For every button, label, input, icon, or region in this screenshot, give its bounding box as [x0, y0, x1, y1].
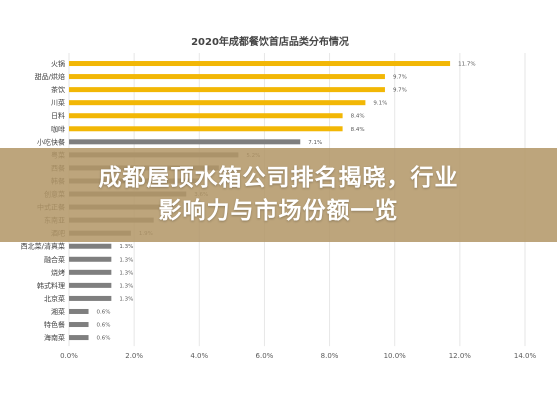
data-label: 1.3% [119, 257, 133, 263]
x-tick-labels: 0.0% 2.0% 4.0% 6.0% 8.0% 10.0% 12.0% 14.0% [60, 352, 536, 360]
x-tick-label: 14.0% [514, 352, 537, 360]
x-tick-label: 0.0% [60, 352, 78, 360]
data-label: 0.6% [97, 336, 111, 342]
x-tick-label: 8.0% [321, 352, 339, 360]
bar [69, 269, 112, 275]
bar [69, 308, 89, 314]
category-label: 特色餐 [44, 320, 65, 329]
data-label: 7.1% [308, 140, 322, 146]
chart-title: 2020年成都餐饮首店品类分布情况 [191, 35, 349, 48]
data-label: 1.3% [119, 270, 133, 276]
x-tick-label: 2.0% [125, 352, 143, 360]
x-tick-label: 12.0% [449, 352, 472, 360]
bar [69, 87, 385, 93]
data-label: 9.7% [393, 75, 407, 81]
category-label: 咖啡 [51, 124, 65, 133]
bar [69, 282, 112, 288]
category-label: 湘菜 [51, 307, 65, 316]
bar [69, 61, 451, 67]
data-label: 8.4% [351, 127, 365, 133]
data-label: 8.4% [351, 114, 365, 120]
data-label: 1.3% [119, 244, 133, 250]
data-label: 11.7% [458, 62, 475, 68]
x-tick-label: 10.0% [384, 352, 407, 360]
category-label: 烧烤 [51, 268, 65, 277]
data-label: 1.3% [119, 296, 133, 302]
data-label: 9.7% [393, 88, 407, 94]
bar [69, 126, 343, 132]
x-tick-label: 4.0% [190, 352, 208, 360]
overlay-headline-line2: 影响力与市场份额一览 [158, 198, 399, 224]
overlay-headline: 成都屋顶水箱公司排名揭晓，行业 影响力与市场份额一览 [0, 162, 557, 228]
bar [69, 113, 343, 119]
data-label: 0.6% [97, 309, 111, 315]
overlay-headline-line1: 成都屋顶水箱公司排名揭晓，行业 [98, 165, 459, 191]
category-label: 茶饮 [51, 85, 65, 94]
category-label: 小吃快餐 [37, 137, 65, 146]
category-label: 火锅 [51, 59, 65, 68]
category-label: 韩式料理 [37, 281, 65, 290]
x-tick-label: 6.0% [256, 352, 274, 360]
category-label: 川菜 [51, 98, 65, 107]
category-label: 西北菜/清真菜 [21, 242, 65, 251]
bar [69, 322, 89, 328]
data-label: 9.1% [373, 101, 387, 107]
data-label: 0.6% [97, 323, 111, 329]
title-overlay-band [0, 148, 557, 242]
bar [69, 335, 89, 341]
bar [69, 295, 112, 301]
category-label: 北京菜 [44, 294, 65, 303]
data-label: 1.3% [119, 283, 133, 289]
category-label: 融合菜 [44, 255, 65, 264]
bar [69, 243, 112, 249]
category-label: 甜品/烘焙 [35, 72, 65, 81]
bar [69, 100, 366, 106]
bar [69, 74, 385, 80]
bar [69, 256, 112, 262]
category-label: 海南菜 [44, 333, 65, 342]
category-label: 日料 [51, 111, 65, 120]
bar [69, 139, 301, 145]
